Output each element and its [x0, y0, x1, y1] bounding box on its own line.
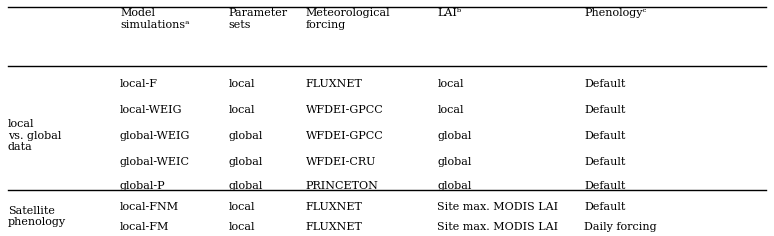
Text: Site max. MODIS LAI: Site max. MODIS LAI	[437, 222, 558, 232]
Text: LAIᵇ: LAIᵇ	[437, 8, 461, 18]
Text: PRINCETON: PRINCETON	[306, 181, 378, 191]
Text: Daily forcing: Daily forcing	[584, 222, 657, 232]
Text: global: global	[437, 181, 471, 191]
Text: global: global	[228, 157, 262, 167]
Text: Site max. MODIS LAI: Site max. MODIS LAI	[437, 202, 558, 211]
Text: local-WEIG: local-WEIG	[120, 105, 183, 115]
Text: Default: Default	[584, 105, 625, 115]
Text: WFDEI-GPCC: WFDEI-GPCC	[306, 105, 383, 115]
Text: global-WEIG: global-WEIG	[120, 131, 190, 141]
Text: Parameter
sets: Parameter sets	[228, 8, 287, 30]
Text: Meteorological
forcing: Meteorological forcing	[306, 8, 390, 30]
Text: global: global	[228, 181, 262, 191]
Text: local-FM: local-FM	[120, 222, 170, 232]
Text: Default: Default	[584, 131, 625, 141]
Text: local: local	[228, 105, 255, 115]
Text: FLUXNET: FLUXNET	[306, 79, 362, 89]
Text: FLUXNET: FLUXNET	[306, 222, 362, 232]
Text: local: local	[437, 105, 464, 115]
Text: local-FNM: local-FNM	[120, 202, 179, 211]
Text: global: global	[437, 157, 471, 167]
Text: local: local	[228, 79, 255, 89]
Text: Satellite
phenology: Satellite phenology	[8, 206, 66, 227]
Text: local: local	[228, 222, 255, 232]
Text: WFDEI-CRU: WFDEI-CRU	[306, 157, 376, 167]
Text: Default: Default	[584, 79, 625, 89]
Text: local-F: local-F	[120, 79, 158, 89]
Text: WFDEI-GPCC: WFDEI-GPCC	[306, 131, 383, 141]
Text: global: global	[228, 131, 262, 141]
Text: Default: Default	[584, 202, 625, 211]
Text: FLUXNET: FLUXNET	[306, 202, 362, 211]
Text: local: local	[228, 202, 255, 211]
Text: global-WEIC: global-WEIC	[120, 157, 190, 167]
Text: local: local	[437, 79, 464, 89]
Text: Default: Default	[584, 181, 625, 191]
Text: Model
simulationsᵃ: Model simulationsᵃ	[120, 8, 190, 30]
Text: Phenologyᶜ: Phenologyᶜ	[584, 8, 647, 18]
Text: global-P: global-P	[120, 181, 166, 191]
Text: local
vs. global
data: local vs. global data	[8, 119, 61, 152]
Text: global: global	[437, 131, 471, 141]
Text: Default: Default	[584, 157, 625, 167]
